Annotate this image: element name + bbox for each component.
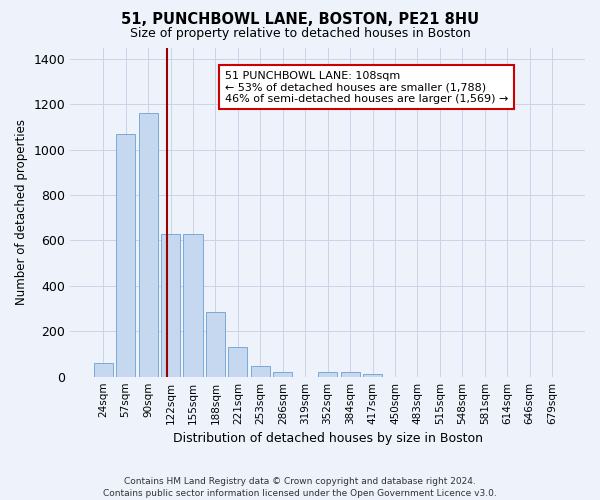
Text: 51, PUNCHBOWL LANE, BOSTON, PE21 8HU: 51, PUNCHBOWL LANE, BOSTON, PE21 8HU [121, 12, 479, 28]
Bar [94, 363, 113, 376]
Bar [139, 114, 158, 376]
Bar [251, 366, 270, 376]
Text: Contains HM Land Registry data © Crown copyright and database right 2024.
Contai: Contains HM Land Registry data © Crown c… [103, 476, 497, 498]
Bar [161, 234, 180, 376]
Text: 51 PUNCHBOWL LANE: 108sqm
← 53% of detached houses are smaller (1,788)
46% of se: 51 PUNCHBOWL LANE: 108sqm ← 53% of detac… [225, 70, 508, 104]
Bar [184, 234, 203, 376]
Bar [206, 312, 225, 376]
Text: Size of property relative to detached houses in Boston: Size of property relative to detached ho… [130, 28, 470, 40]
X-axis label: Distribution of detached houses by size in Boston: Distribution of detached houses by size … [173, 432, 482, 445]
Bar [116, 134, 135, 376]
Bar [363, 374, 382, 376]
Bar [318, 372, 337, 376]
Bar [341, 372, 359, 376]
Bar [229, 347, 247, 376]
Bar [273, 372, 292, 376]
Y-axis label: Number of detached properties: Number of detached properties [15, 119, 28, 305]
